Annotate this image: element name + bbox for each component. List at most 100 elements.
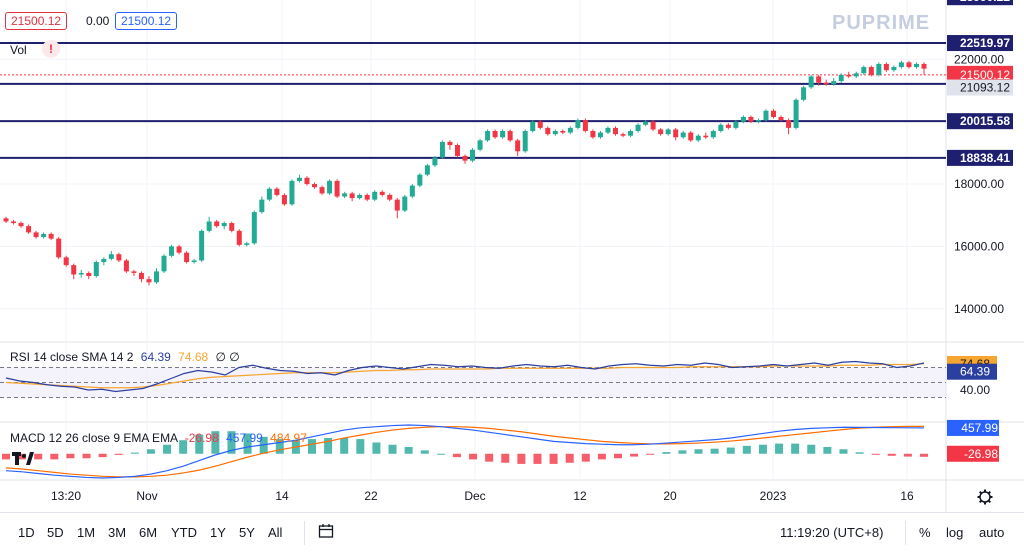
candle-body xyxy=(424,165,430,175)
y-tick-label: 16000.00 xyxy=(954,239,1004,253)
candle-body xyxy=(673,129,679,138)
candle-body xyxy=(63,257,69,266)
candle-body xyxy=(507,131,513,141)
range-3m-button[interactable]: 3M xyxy=(108,525,127,540)
x-tick-label: 2023 xyxy=(760,489,787,503)
calendar-range-icon[interactable] xyxy=(318,523,334,542)
macd-histogram-bar xyxy=(501,453,510,463)
candle-body xyxy=(251,212,257,244)
candle-body xyxy=(891,67,897,71)
auto-toggle[interactable]: auto xyxy=(979,525,1005,540)
candle-body xyxy=(41,233,47,238)
chart-canvas[interactable]: 13:20 Nov 14 22 Dec 12 20 2023 16 14000.00 16000.0… xyxy=(0,0,1024,512)
macd-histogram-bar xyxy=(678,450,687,454)
range-1m-button[interactable]: 1M xyxy=(77,525,96,540)
log-toggle[interactable]: log xyxy=(946,525,964,540)
candle-body xyxy=(575,120,581,128)
x-tick-label: 12 xyxy=(573,489,587,503)
macd-legend-title: MACD 12 26 close 9 EMA EMA xyxy=(10,431,178,445)
candle-body xyxy=(146,279,152,283)
candle-body xyxy=(33,232,39,238)
candle-body xyxy=(703,135,709,138)
range-1d-button[interactable]: 1D xyxy=(18,525,35,540)
candle-body xyxy=(439,141,445,158)
x-tick-label: 20 xyxy=(663,489,677,503)
x-tick-label: 16 xyxy=(900,489,914,503)
macd-histogram-bar xyxy=(66,453,75,459)
candle-body xyxy=(48,233,54,239)
macd-histogram-bar xyxy=(485,453,494,462)
macd-histogram-bar xyxy=(146,449,155,454)
macd-histogram-bar xyxy=(372,442,381,454)
candle-body xyxy=(567,127,573,133)
candle-body xyxy=(184,252,190,263)
candle-body xyxy=(838,74,844,82)
settings-gear-icon[interactable] xyxy=(977,489,993,505)
macd-histogram-bar xyxy=(356,439,365,454)
range-5d-button[interactable]: 5D xyxy=(47,525,64,540)
candle-body xyxy=(853,73,859,77)
macd-histogram-bar xyxy=(517,453,526,464)
candle-body xyxy=(289,180,295,205)
macd-histogram-bar xyxy=(839,449,848,454)
candle-body xyxy=(447,141,453,146)
macd-histogram-bar xyxy=(903,453,912,457)
volume-warning-icon[interactable]: ! xyxy=(42,40,60,58)
range-5y-button[interactable]: 5Y xyxy=(239,525,255,540)
percent-toggle[interactable]: % xyxy=(919,525,931,540)
macd-histogram-bar xyxy=(2,453,10,460)
candle-body xyxy=(560,131,566,133)
candle-body xyxy=(898,62,904,68)
range-6m-button[interactable]: 6M xyxy=(139,525,158,540)
candle-body xyxy=(3,218,9,222)
toolbar-divider xyxy=(905,521,906,545)
candle-body xyxy=(470,149,476,161)
candle-body xyxy=(628,131,634,136)
macd-histogram-bar xyxy=(630,453,639,457)
macd-histogram-bar xyxy=(469,453,478,460)
candle-body xyxy=(161,255,167,272)
candle-body xyxy=(86,272,92,277)
candle-body xyxy=(244,243,250,245)
candle-body xyxy=(883,63,889,71)
candle-body xyxy=(379,191,385,195)
volume-label: Vol xyxy=(10,43,27,57)
bottom-toolbar: 1D 5D 1M 3M 6M YTD 1Y 5Y All 11:19:20 (U… xyxy=(0,512,1024,554)
macd-legend[interactable]: MACD 12 26 close 9 EMA EMA -26.98 457.99… xyxy=(10,431,307,445)
candle-body xyxy=(417,174,423,186)
tradingview-logo-icon[interactable] xyxy=(12,452,34,469)
macd-hist-value-label xyxy=(947,445,999,462)
candle-body xyxy=(801,87,807,100)
candle-body xyxy=(327,180,333,194)
macd-histogram-bar xyxy=(308,439,316,454)
candle-body xyxy=(906,62,912,68)
candle-body xyxy=(597,132,603,138)
candle-body xyxy=(93,262,99,277)
last-price-label: 21500.12 xyxy=(960,68,1010,82)
x-tick-label: Dec xyxy=(464,489,485,503)
rsi-legend-sma-value: 74.68 xyxy=(178,350,209,364)
candle-body xyxy=(718,124,724,132)
x-tick-label: 22 xyxy=(364,489,378,503)
rsi-line xyxy=(5,360,925,393)
rsi-legend[interactable]: RSI 14 close SMA 14 2 64.39 74.68 ∅ ∅ xyxy=(10,350,240,364)
candle-body xyxy=(522,131,528,152)
time-display[interactable]: 11:19:20 (UTC+8) xyxy=(780,525,884,540)
range-all-button[interactable]: All xyxy=(268,525,283,540)
candle-body xyxy=(733,121,739,128)
rsi-legend-value: 64.39 xyxy=(140,350,171,364)
candle-body xyxy=(259,199,265,213)
candle-body xyxy=(191,260,197,263)
candle-body xyxy=(755,120,761,122)
macd-histogram-bar xyxy=(179,440,188,454)
range-1y-button[interactable]: 1Y xyxy=(210,525,226,540)
range-ytd-button[interactable]: YTD xyxy=(171,525,197,540)
x-tick-label: 13:20 xyxy=(51,489,81,503)
macd-histogram-bar xyxy=(275,439,284,454)
candle-body xyxy=(793,99,799,128)
candle-body xyxy=(199,230,205,261)
candle-body xyxy=(138,272,144,280)
macd-histogram-bar xyxy=(82,453,91,459)
macd-legend-hist-value: -26.98 xyxy=(184,431,219,445)
macd-histogram-bar xyxy=(420,450,429,454)
